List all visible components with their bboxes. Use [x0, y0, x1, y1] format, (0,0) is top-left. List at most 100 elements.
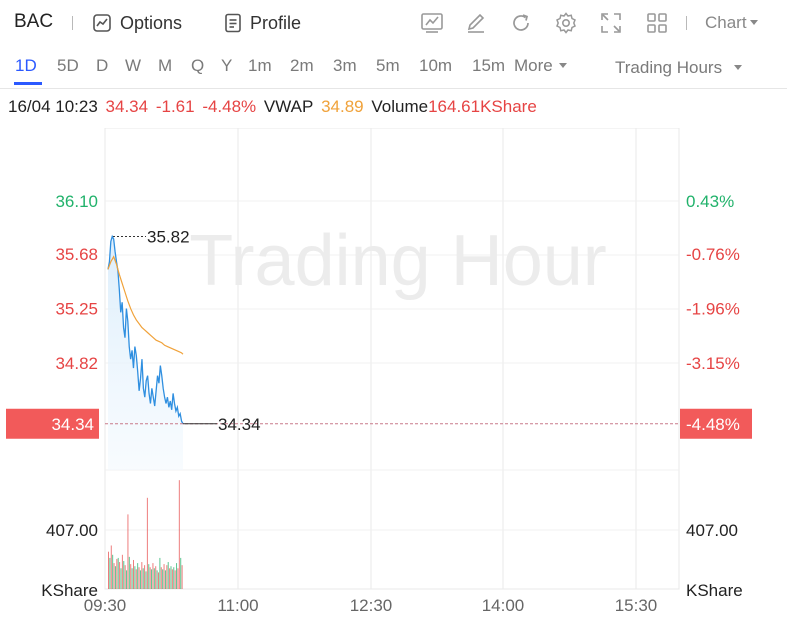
divider [0, 88, 787, 89]
volume-bar [123, 561, 125, 589]
time-tick-label: 11:00 [217, 596, 258, 615]
volume-tick-label: 407.00 [686, 521, 738, 540]
active-tab-indicator [14, 82, 42, 85]
toolbar-divider [72, 16, 73, 30]
quote-info-bar: 16/04 10:23 34.34 -1.61 -4.48% VWAP 34.8… [8, 97, 540, 117]
volume-bar [177, 568, 179, 589]
layout-icon[interactable] [645, 11, 669, 35]
tab-1d[interactable]: 1D [15, 56, 37, 75]
volume-bar [109, 557, 111, 589]
more-periods-dropdown[interactable]: More [514, 56, 567, 76]
volume-bar [119, 562, 121, 589]
volume-bar [170, 566, 172, 589]
options-label: Options [120, 12, 183, 33]
fullscreen-icon[interactable] [599, 11, 623, 35]
settings-icon[interactable] [554, 11, 578, 35]
high-price-label: 35.82 [147, 227, 190, 246]
intraday-chart[interactable]: Trading Hour 35.82 34.34 36.10 0.43% 35.68 -… [0, 128, 787, 619]
time-tick-label: 14:00 [482, 596, 525, 615]
tab-y[interactable]: Y [221, 56, 233, 75]
tab-1m[interactable]: 1m [248, 56, 272, 75]
tab-10m[interactable]: 10m [419, 56, 453, 75]
price-line [107, 234, 184, 425]
volume-bar [173, 567, 175, 589]
volume-bar [117, 557, 119, 589]
volume-bar [137, 563, 139, 589]
chart-grid [104, 128, 680, 590]
tab-w[interactable]: W [125, 56, 142, 75]
volume-label: Volume [371, 97, 429, 116]
price-tick-label: 35.68 [55, 245, 98, 264]
volume-bar [114, 566, 116, 589]
volume-bar [156, 570, 158, 589]
volume-bar [138, 567, 140, 589]
volume-bar [134, 566, 136, 589]
volume-bar [113, 563, 115, 589]
last-price-label: 34.34 [218, 415, 261, 434]
volume-bar [142, 568, 144, 589]
volume-bar [120, 568, 122, 589]
volume-bar [144, 565, 146, 589]
volume-bar [146, 497, 148, 589]
volume-bar [110, 545, 112, 589]
volume-bar [135, 569, 137, 589]
chevron-down-icon [749, 20, 758, 25]
volume-bar [155, 566, 157, 589]
volume-value: 164.61KShare [428, 97, 537, 116]
volume-bar [128, 556, 130, 589]
quote-change-pct: -4.48% [202, 97, 257, 116]
volume-bar [131, 568, 133, 589]
trading-hours-label: Trading Hours [615, 58, 723, 77]
volume-bar [116, 558, 118, 589]
volume-bar [163, 564, 165, 589]
vwap-line [107, 255, 184, 355]
quote-change: -1.61 [155, 97, 195, 116]
volume-tick-label: 407.00 [46, 521, 98, 540]
volume-bar [108, 551, 109, 589]
volume-bar [145, 571, 147, 589]
toolbar-divider [686, 16, 687, 30]
tab-q[interactable]: Q [191, 56, 205, 75]
volume-bar [164, 570, 166, 589]
tab-d[interactable]: D [96, 56, 109, 75]
chart-series: 35.82 34.34 [105, 227, 679, 434]
volume-bar [139, 570, 141, 589]
pct-tick-label: -0.76% [686, 245, 740, 264]
current-price-tag-label: 34.34 [51, 415, 94, 434]
draw-icon[interactable] [464, 11, 488, 35]
chart-type-dropdown[interactable]: Chart [705, 13, 758, 33]
current-pct-tag-label: -4.48% [686, 415, 740, 434]
time-tick-label: 12:30 [350, 596, 393, 615]
volume-unit-label: KShare [686, 581, 743, 600]
volume-bar [126, 570, 128, 589]
indicator-icon[interactable] [420, 11, 444, 35]
price-area [108, 236, 183, 470]
tab-m[interactable]: M [158, 56, 173, 75]
volume-unit-label: KShare [41, 581, 98, 600]
chart-frame [104, 128, 680, 590]
tab-2m[interactable]: 2m [290, 56, 314, 75]
symbol-label[interactable]: BAC [14, 11, 54, 32]
quote-price: 34.34 [105, 97, 149, 116]
volume-bar [148, 564, 150, 589]
tab-3m[interactable]: 3m [333, 56, 357, 75]
tab-5d[interactable]: 5D [57, 56, 79, 75]
options-button[interactable]: Options [92, 10, 182, 36]
profile-button[interactable]: Profile [224, 10, 301, 36]
volume-bar [152, 563, 154, 589]
period-tabs: 1D 5D D W M Q Y 1m 2m 3m 5m 10m 15m More… [0, 50, 787, 86]
price-tick-label: 34.82 [55, 354, 98, 373]
profile-icon [225, 13, 241, 33]
volume-bar [171, 569, 173, 589]
tab-5m[interactable]: 5m [376, 56, 400, 75]
volume-bar [130, 564, 132, 589]
tab-15m[interactable]: 15m [472, 56, 506, 75]
volume-bar [166, 565, 168, 589]
pct-tick-label: 0.43% [686, 192, 734, 211]
quote-datetime: 16/04 10:23 [8, 97, 98, 116]
profile-label: Profile [250, 12, 302, 33]
pct-tick-label: -3.15% [686, 354, 740, 373]
current-price-tag [6, 408, 99, 439]
refresh-icon[interactable] [509, 11, 533, 35]
trading-hours-dropdown[interactable]: Trading Hours [615, 58, 743, 78]
